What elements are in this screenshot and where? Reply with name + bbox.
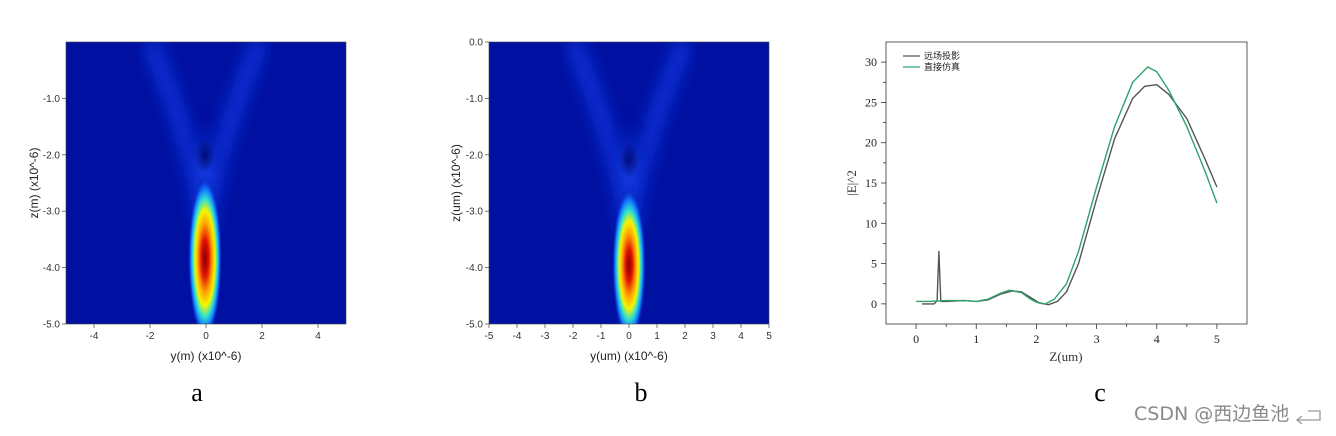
panel-label-c: c xyxy=(1094,378,1106,407)
x-tick-label: 4 xyxy=(315,331,321,342)
plot-frame-c xyxy=(885,41,1248,325)
y-tick-label: -2.0 xyxy=(466,150,484,161)
y-tick-label: -5.0 xyxy=(466,320,484,331)
x-tick-label-c: 5 xyxy=(1214,332,1220,346)
y-tick-label: -1.0 xyxy=(43,94,61,105)
return-arrow-icon xyxy=(1295,410,1321,425)
x-tick-label-c: 4 xyxy=(1154,332,1160,346)
y-tick-label: -1.0 xyxy=(466,94,484,105)
y-tick-label: -4.0 xyxy=(43,263,61,274)
x-tick-label: -4 xyxy=(513,331,522,342)
x-tick-label: 2 xyxy=(259,331,265,342)
x-tick-label: 2 xyxy=(682,331,688,342)
y-tick-label-c: 5 xyxy=(871,257,877,271)
legend-label-far-field: 远场投影 xyxy=(924,50,960,62)
x-tick-label: 0 xyxy=(203,331,209,342)
y-tick-label: -3.0 xyxy=(43,207,61,218)
y-tick-label-c: 15 xyxy=(865,176,877,190)
dark-lobe-a xyxy=(195,137,215,173)
y-tick-label-c: 20 xyxy=(865,136,877,150)
x-axis-label-c: Z(um) xyxy=(1049,349,1082,364)
y-tick-label: 0.0 xyxy=(469,38,483,49)
y-tick-label-c: 30 xyxy=(865,55,877,69)
hotspot-b xyxy=(612,187,646,324)
y-tick-label: -4.0 xyxy=(466,263,484,274)
heatmap-field-a xyxy=(66,42,346,324)
y-tick-label: -3.0 xyxy=(466,207,484,218)
x-tick-label-c: 1 xyxy=(973,332,979,346)
x-tick-label-c: 3 xyxy=(1094,332,1100,346)
y-tick-label: -5.0 xyxy=(43,320,61,331)
y-axis-label-c: |E|^2 xyxy=(844,170,859,196)
heatmap-field-b xyxy=(489,42,769,324)
x-tick-label-c: 2 xyxy=(1033,332,1039,346)
axes-a: -4 -2 0 2 4 -1.0 -2.0 -3.0 -4.0 -5.0 xyxy=(43,94,321,342)
axes-b: -5 -4 -3 -2 -1 0 1 2 3 4 5 0.0 -1.0 -2.0 -3.0 -4.0 -5.0 xyxy=(466,38,772,343)
x-tick-label: 5 xyxy=(766,331,772,342)
x-axis-label-b: y(um) (x10^-6) xyxy=(590,349,668,363)
series-lines-c xyxy=(916,66,1218,306)
x-tick-label: 1 xyxy=(654,331,660,342)
heatmap-panel-a: -4 -2 0 2 4 -1.0 -2.0 -3.0 -4.0 -5.0 y(m) (x10^-6… xyxy=(27,41,347,363)
legend-label-direct-sim: 直接仿真 xyxy=(924,61,960,73)
x-axis-label-a: y(m) (x10^-6) xyxy=(171,349,242,363)
dark-lobe-b xyxy=(619,142,639,178)
y-tick-label-c: 10 xyxy=(865,216,877,230)
panel-label-a: a xyxy=(191,378,203,407)
y-tick-label: -2.0 xyxy=(43,150,61,161)
y-tick-label-c: 0 xyxy=(871,297,877,311)
y-tick-label-c: 25 xyxy=(865,95,877,109)
x-tick-label: 4 xyxy=(738,331,744,342)
x-tick-label: -4 xyxy=(90,331,99,342)
panel-label-b: b xyxy=(635,378,648,407)
x-tick-label: 3 xyxy=(710,331,716,342)
hotspot-a xyxy=(188,176,222,324)
series-line-1 xyxy=(916,66,1218,305)
heatmap-panel-b: -5 -4 -3 -2 -1 0 1 2 3 4 50.0-1.0-2.0-3.0-4.0-5.0 … xyxy=(449,38,772,364)
line-chart-panel-c: 0 1 2 3 4 5 0 5 10 15 20 25 30 远场投影 直接仿真 Z(um) |E|^2 xyxy=(844,41,1248,364)
legend-c: 远场投影 直接仿真 xyxy=(903,50,960,73)
y-axis-label-b: z(um) (x10^-6) xyxy=(449,144,463,222)
x-tick-label: -3 xyxy=(541,331,550,342)
x-tick-label: -1 xyxy=(597,331,606,342)
x-tick-label: -2 xyxy=(146,331,155,342)
x-tick-label: -2 xyxy=(569,331,578,342)
x-tick-label-c: 0 xyxy=(913,332,919,346)
y-axis-label-a: z(m) (x10^-6) xyxy=(27,148,41,219)
axes-c: 0 1 2 3 4 5 0 5 10 15 20 25 30 xyxy=(865,55,1220,346)
x-tick-label: 0 xyxy=(626,331,632,342)
watermark-text: CSDN @西边鱼池 xyxy=(1134,403,1289,425)
x-tick-label: -5 xyxy=(485,331,494,342)
